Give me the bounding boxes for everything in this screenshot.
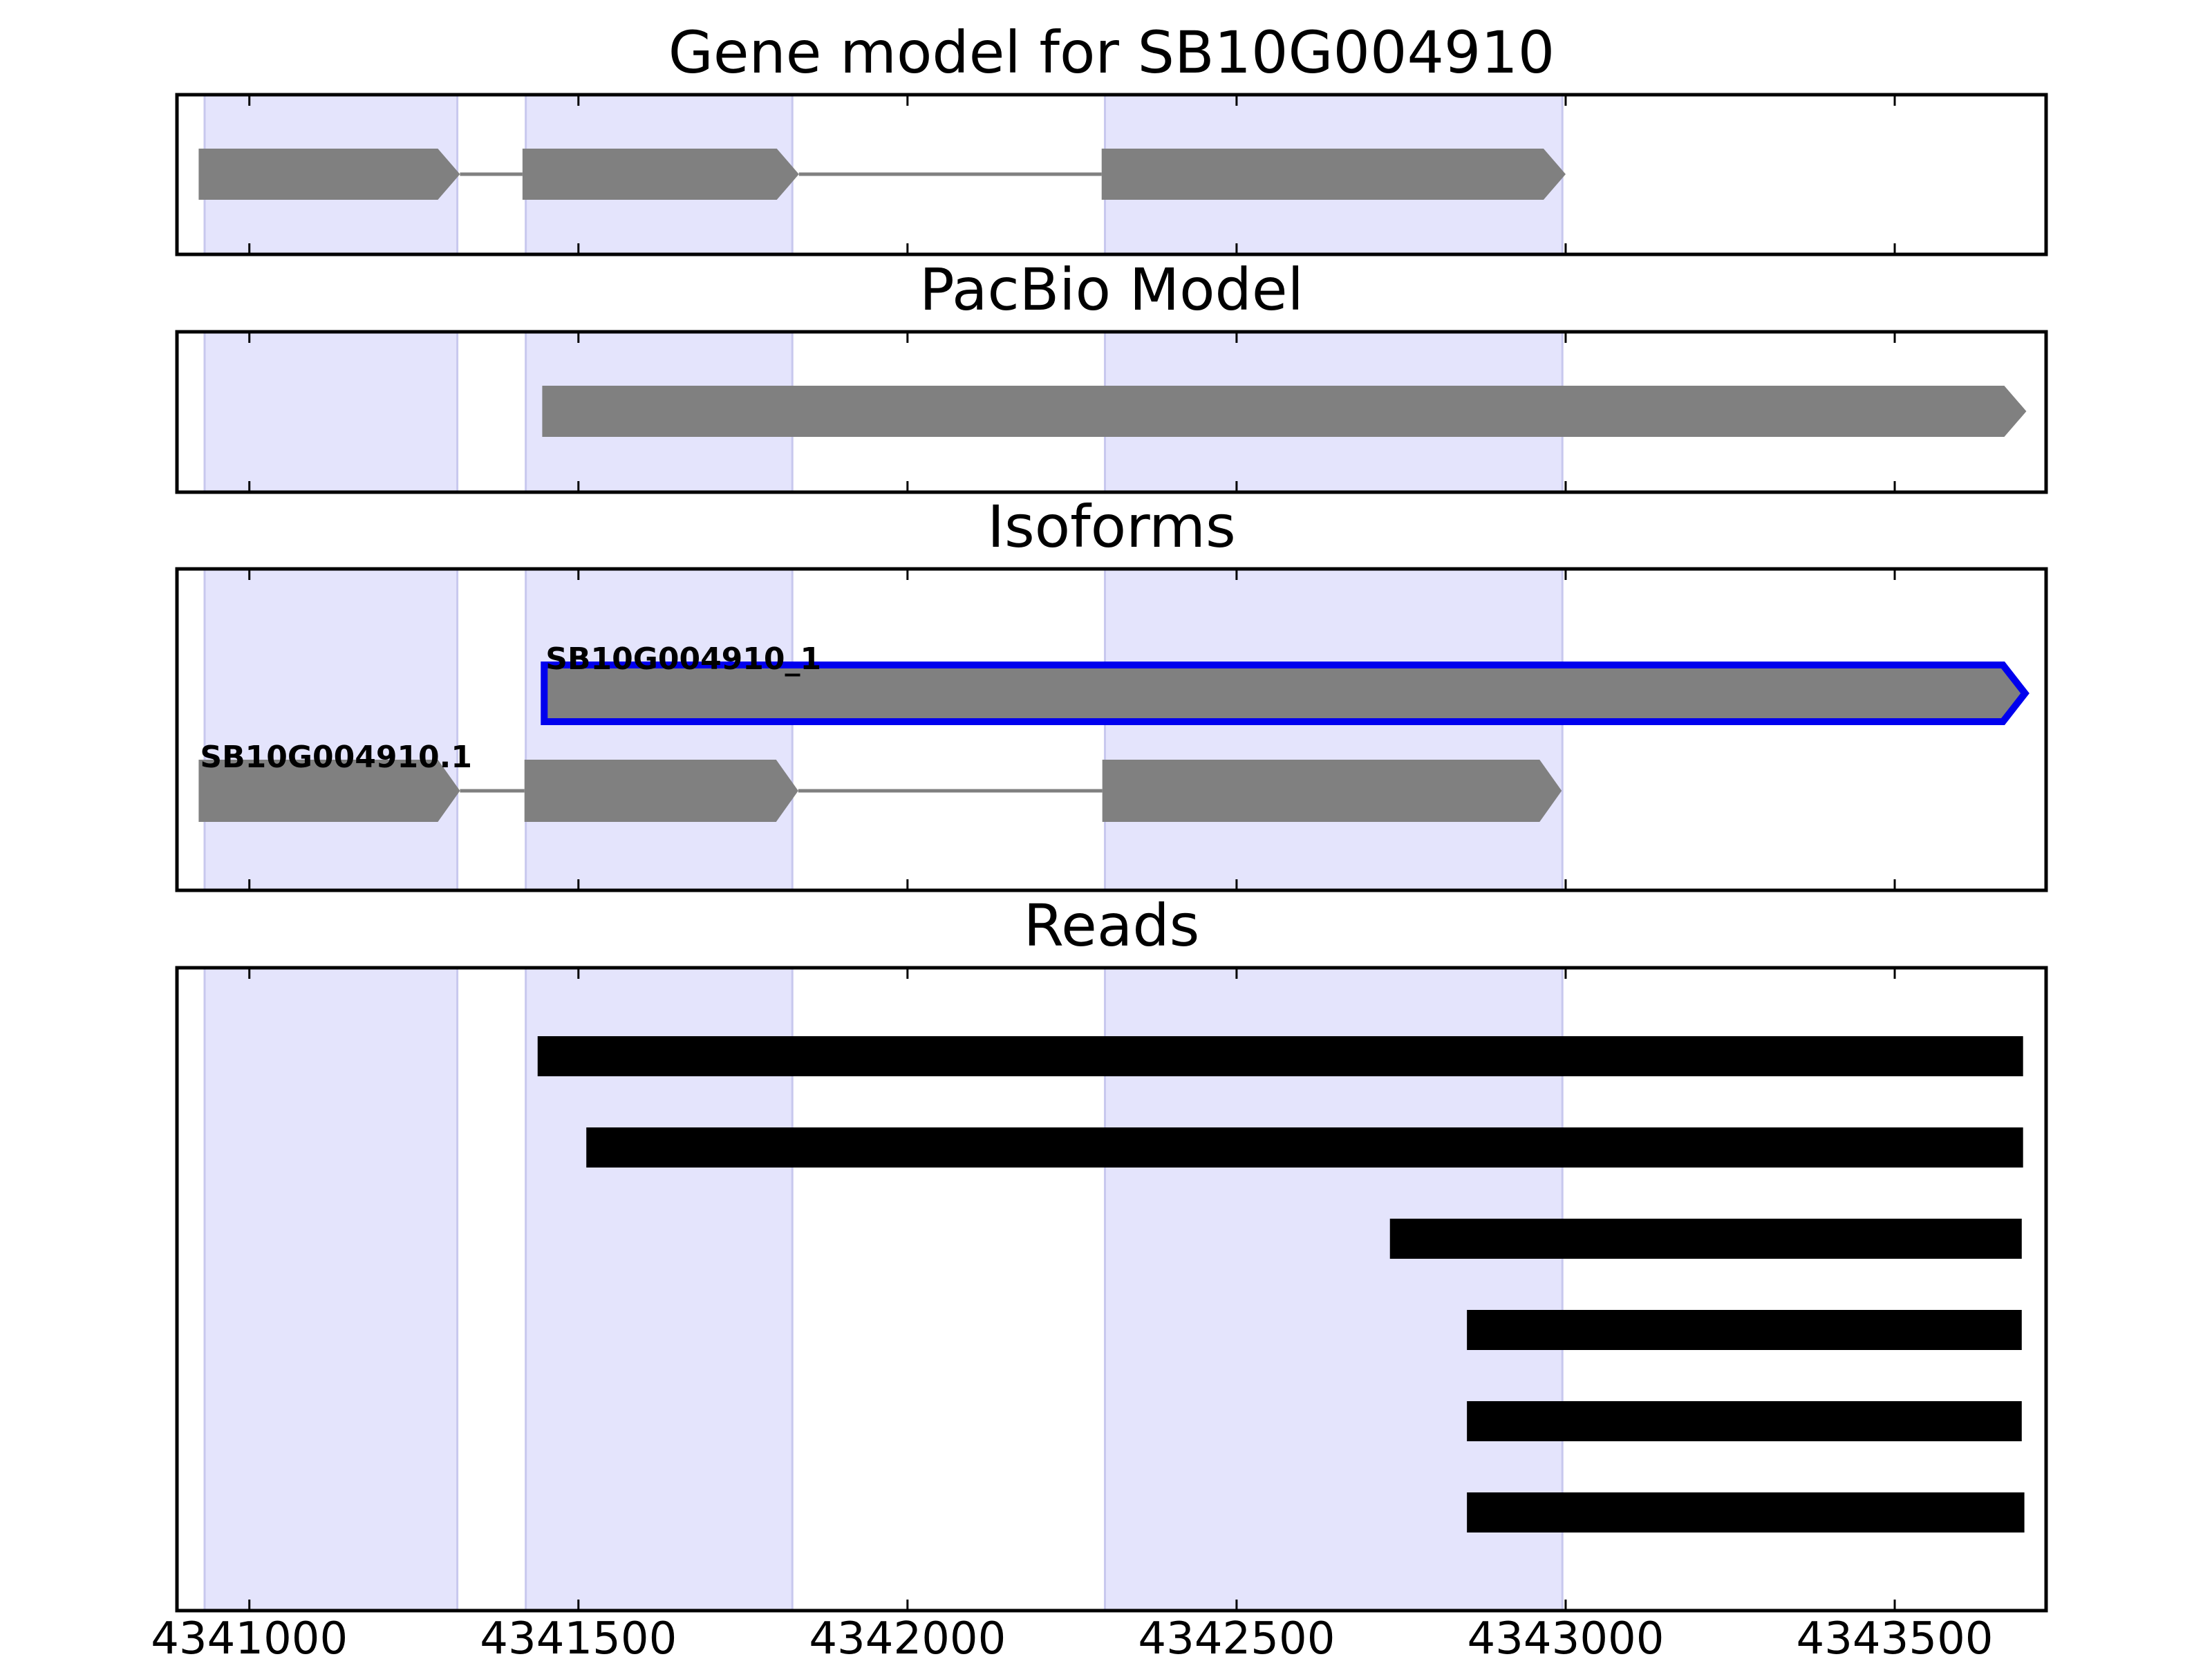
read-bar-4 <box>1467 1401 2022 1441</box>
exon-block-2-1-2 <box>1102 760 1562 822</box>
panel-frame-3 <box>175 966 2048 1613</box>
panel-title-2: Isoforms <box>987 493 1236 561</box>
panel-frame-0 <box>175 93 2048 256</box>
isoform-label-0: SB10G004910_1 <box>545 641 821 677</box>
read-bar-3 <box>1467 1310 2022 1350</box>
x-tick-label-2: 4342000 <box>809 1613 1006 1659</box>
exon-block-2-1-1 <box>524 760 798 822</box>
exon-block-0-0-0 <box>198 149 460 200</box>
panel-title-3: Reads <box>1024 892 1200 959</box>
read-bar-1 <box>586 1127 2023 1168</box>
x-tick-label-5: 4343500 <box>1796 1613 1993 1659</box>
isoform-label-1: SB10G004910.1 <box>200 740 472 775</box>
exon-block-2-1-0 <box>198 760 460 822</box>
x-tick-label-3: 4342500 <box>1138 1613 1335 1659</box>
read-bar-0 <box>537 1036 2023 1076</box>
exon-block-0-0-2 <box>1101 149 1566 200</box>
panel-title-0: Gene model for SB10G004910 <box>668 19 1555 86</box>
highlight-region-2-0 <box>203 568 459 892</box>
highlight-region-2-2 <box>1103 568 1564 892</box>
highlight-region-3-0 <box>203 966 459 1612</box>
selected-isoform-block-2-0-0 <box>541 662 2030 725</box>
highlight-region-2-1 <box>525 568 794 892</box>
x-tick-label-0: 4341000 <box>151 1613 348 1659</box>
panel-frame-1 <box>175 330 2048 494</box>
exon-block-0-0-1 <box>522 149 799 200</box>
highlight-region-1-0 <box>203 330 459 494</box>
panel-title-1: PacBio Model <box>919 256 1304 324</box>
panel-frame-2 <box>175 567 2048 892</box>
x-tick-label-4: 4343000 <box>1467 1613 1664 1659</box>
read-bar-5 <box>1467 1492 2025 1533</box>
x-tick-label-1: 4341500 <box>480 1613 677 1659</box>
exon-block-1-0-0 <box>542 386 2027 437</box>
read-bar-2 <box>1389 1219 2022 1259</box>
